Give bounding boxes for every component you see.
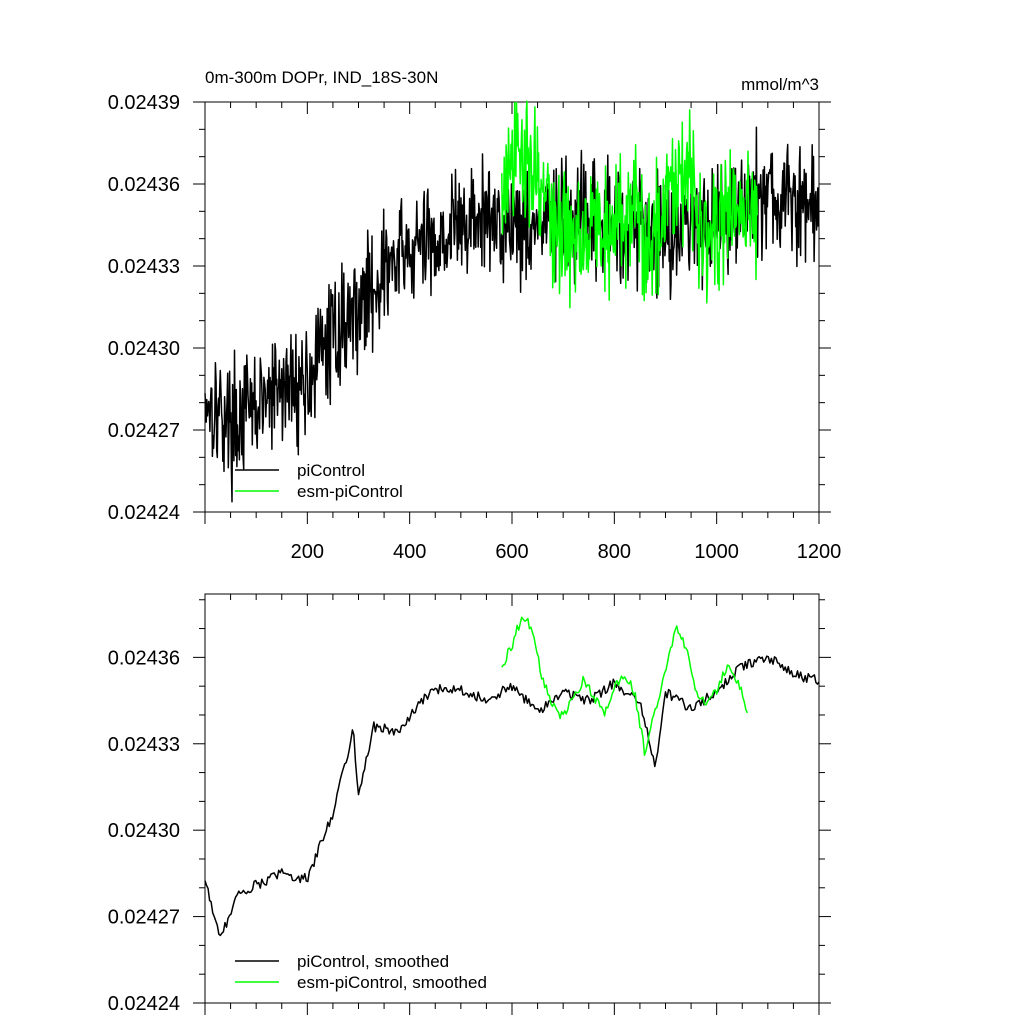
y-tick-label: 0.02433 — [108, 256, 180, 278]
x-tick-label: 1200 — [797, 541, 842, 563]
x-tick-label: 200 — [291, 541, 324, 563]
y-tick-label: 0.02424 — [108, 502, 180, 524]
x-tick-label: 1000 — [694, 541, 739, 563]
x-tick-label: 800 — [598, 541, 631, 563]
series-line-picontrol — [204, 655, 820, 937]
y-tick-label: 0.02424 — [108, 993, 180, 1015]
plot-frame — [204, 593, 820, 1004]
y-tick-label: 0.02436 — [108, 174, 180, 196]
y-tick-label: 0.02427 — [108, 907, 180, 929]
y-tick-label: 0.02427 — [108, 420, 180, 442]
y-tick-label: 0.02430 — [108, 820, 180, 842]
bottom-panel: 0.02424 0.02427 0.02430 0.02433 0.02436 piCon… — [108, 593, 831, 1015]
top-panel: 0m-300m DOPr, IND_18S-30N mmol/m^3 200 400 6… — [108, 68, 842, 563]
x-tick-label: 600 — [495, 541, 528, 563]
chart-title: 0m-300m DOPr, IND_18S-30N — [205, 68, 438, 87]
x-tick-label: 400 — [393, 541, 426, 563]
legend-label: esm-piControl — [297, 482, 403, 501]
series-line-esm-picontrol — [501, 100, 758, 309]
legend-label: piControl, smoothed — [297, 952, 449, 971]
y-tick-label: 0.02430 — [108, 338, 180, 360]
legend-label: piControl — [297, 461, 365, 480]
y-tick-label: 0.02436 — [108, 647, 180, 669]
series-line-esm-picontrol — [501, 616, 749, 757]
units-label: mmol/m^3 — [741, 75, 819, 94]
legend-label: esm-piControl, smoothed — [297, 973, 487, 992]
y-tick-label: 0.02439 — [108, 92, 180, 114]
y-tick-label: 0.02433 — [108, 734, 180, 756]
